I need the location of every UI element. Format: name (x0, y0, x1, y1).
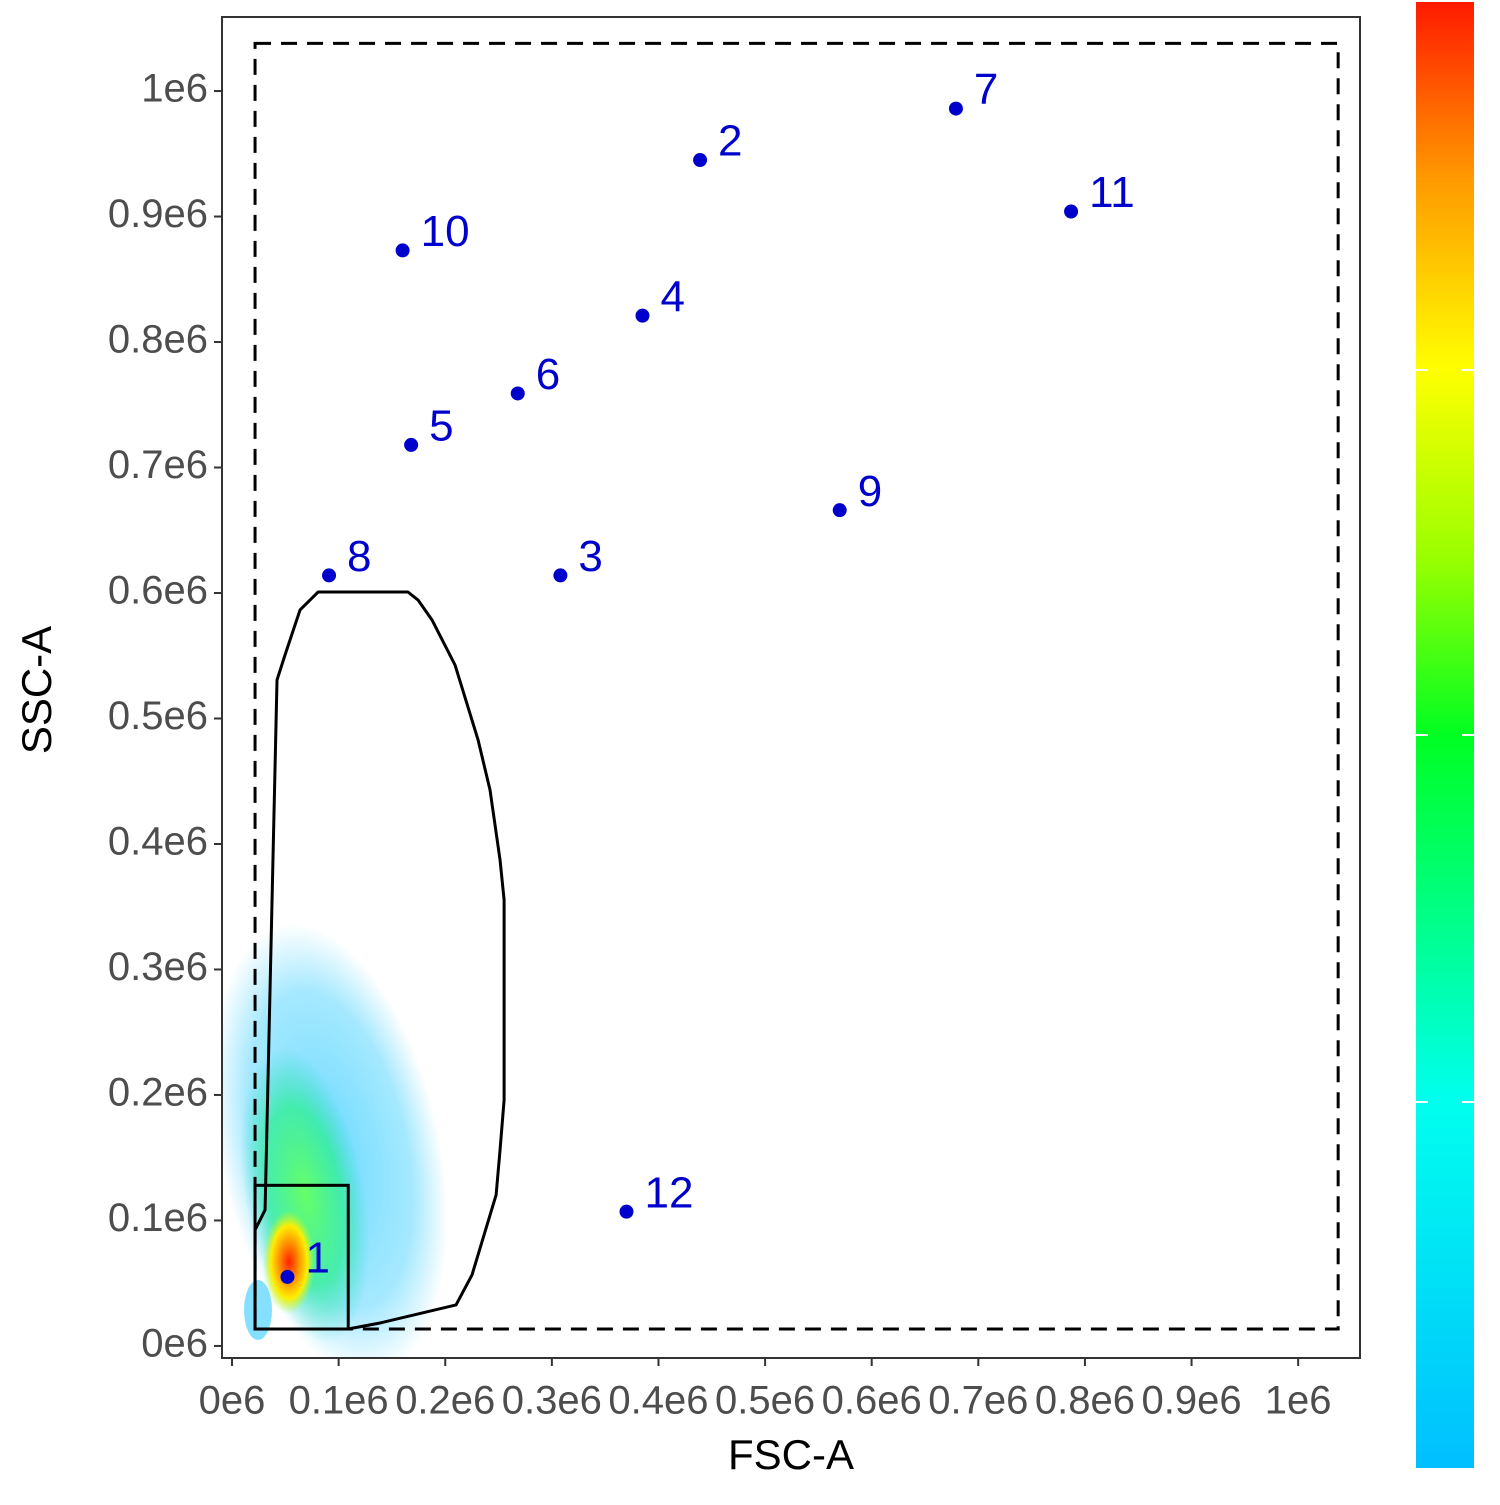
x-tick-label: 0.4e6 (608, 1379, 708, 1423)
point-label: 8 (347, 532, 371, 581)
x-tick-label: 0.3e6 (502, 1379, 602, 1423)
x-tick-label: 0.8e6 (1035, 1379, 1135, 1423)
data-point (553, 568, 568, 583)
y-tick-label: 0.5e6 (108, 694, 208, 738)
x-tick-label: 0.1e6 (289, 1379, 389, 1423)
x-tick-label: 0.9e6 (1141, 1379, 1241, 1423)
point-label: 5 (429, 402, 453, 451)
y-tick-label: 0.2e6 (108, 1071, 208, 1115)
point-label: 10 (421, 207, 470, 256)
gate-polygon (253, 590, 506, 1331)
data-point (1064, 204, 1079, 219)
y-tick-label: 0.3e6 (108, 945, 208, 989)
point-label: 2 (718, 117, 742, 166)
point-label: 11 (1089, 168, 1135, 217)
x-tick-label: 1e6 (1265, 1379, 1332, 1423)
color-bar-ticks (1416, 369, 1474, 1103)
panel-border (221, 16, 1361, 1359)
x-tick-label: 0.7e6 (928, 1379, 1028, 1423)
x-tick-label: 0e6 (199, 1379, 266, 1423)
point-label: 6 (536, 350, 560, 399)
y-tick-label: 0.6e6 (108, 569, 208, 613)
gate-rectangle (253, 41, 1340, 1331)
y-tick-label: 0.7e6 (108, 443, 208, 487)
x-tick-label: 0.6e6 (822, 1379, 922, 1423)
data-point (510, 386, 525, 401)
y-tick-label: 1e6 (141, 67, 208, 111)
data-point (619, 1204, 634, 1219)
data-point (635, 308, 650, 323)
y-tick-label: 0.8e6 (108, 318, 208, 362)
point-label: 1 (305, 1234, 329, 1283)
point-label: 4 (660, 272, 684, 321)
point-label: 9 (858, 467, 882, 516)
point-label: 3 (578, 532, 602, 581)
data-point (322, 568, 337, 583)
data-point (948, 101, 963, 116)
data-point (693, 153, 708, 168)
y-axis-title: SSC-A (13, 626, 60, 754)
data-point (280, 1269, 295, 1284)
point-label: 12 (644, 1168, 693, 1217)
y-tick-label: 0.9e6 (108, 192, 208, 236)
x-tick-label: 0.5e6 (715, 1379, 815, 1423)
data-point (404, 437, 419, 452)
y-tick-label: 0.4e6 (108, 820, 208, 864)
y-tick-label: 0e6 (141, 1322, 208, 1366)
density-cloud (222, 923, 448, 1358)
x-axis-title: FSC-A (728, 1431, 854, 1478)
y-tick-label: 0.1e6 (108, 1196, 208, 1240)
data-point (395, 243, 410, 258)
point-label: 7 (974, 65, 998, 114)
data-point (832, 503, 847, 518)
x-tick-label: 0.2e6 (395, 1379, 495, 1423)
